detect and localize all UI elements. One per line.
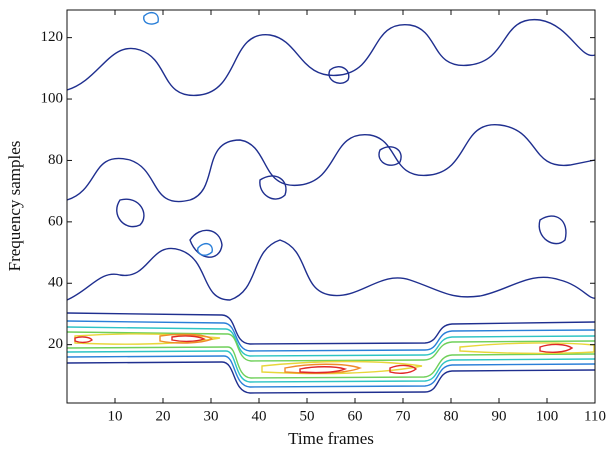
x-tick-label: 100 [536, 408, 559, 424]
x-axis-label: Time frames [288, 429, 374, 448]
y-tick-label: 20 [48, 336, 63, 352]
x-tick-label: 50 [300, 408, 315, 424]
y-tick-label: 60 [48, 213, 63, 229]
x-tick-label: 20 [156, 408, 171, 424]
x-tick-label: 90 [492, 408, 507, 424]
contour-lines [66, 11, 596, 394]
x-tick-label: 30 [204, 408, 219, 424]
plot-frame [66, 9, 596, 404]
x-tick-label: 40 [252, 408, 267, 424]
y-tick-label: 120 [41, 29, 64, 45]
x-tick-label: 80 [444, 408, 459, 424]
y-tick-label: 40 [48, 275, 63, 291]
y-axis-label: Frequency samples [5, 141, 24, 272]
y-tick-label: 80 [48, 152, 63, 168]
x-tick-label: 60 [348, 408, 363, 424]
x-tick-label: 70 [396, 408, 411, 424]
x-tick-label: 110 [584, 408, 606, 424]
x-tick-label: 10 [108, 408, 123, 424]
y-tick-label: 100 [41, 90, 64, 106]
